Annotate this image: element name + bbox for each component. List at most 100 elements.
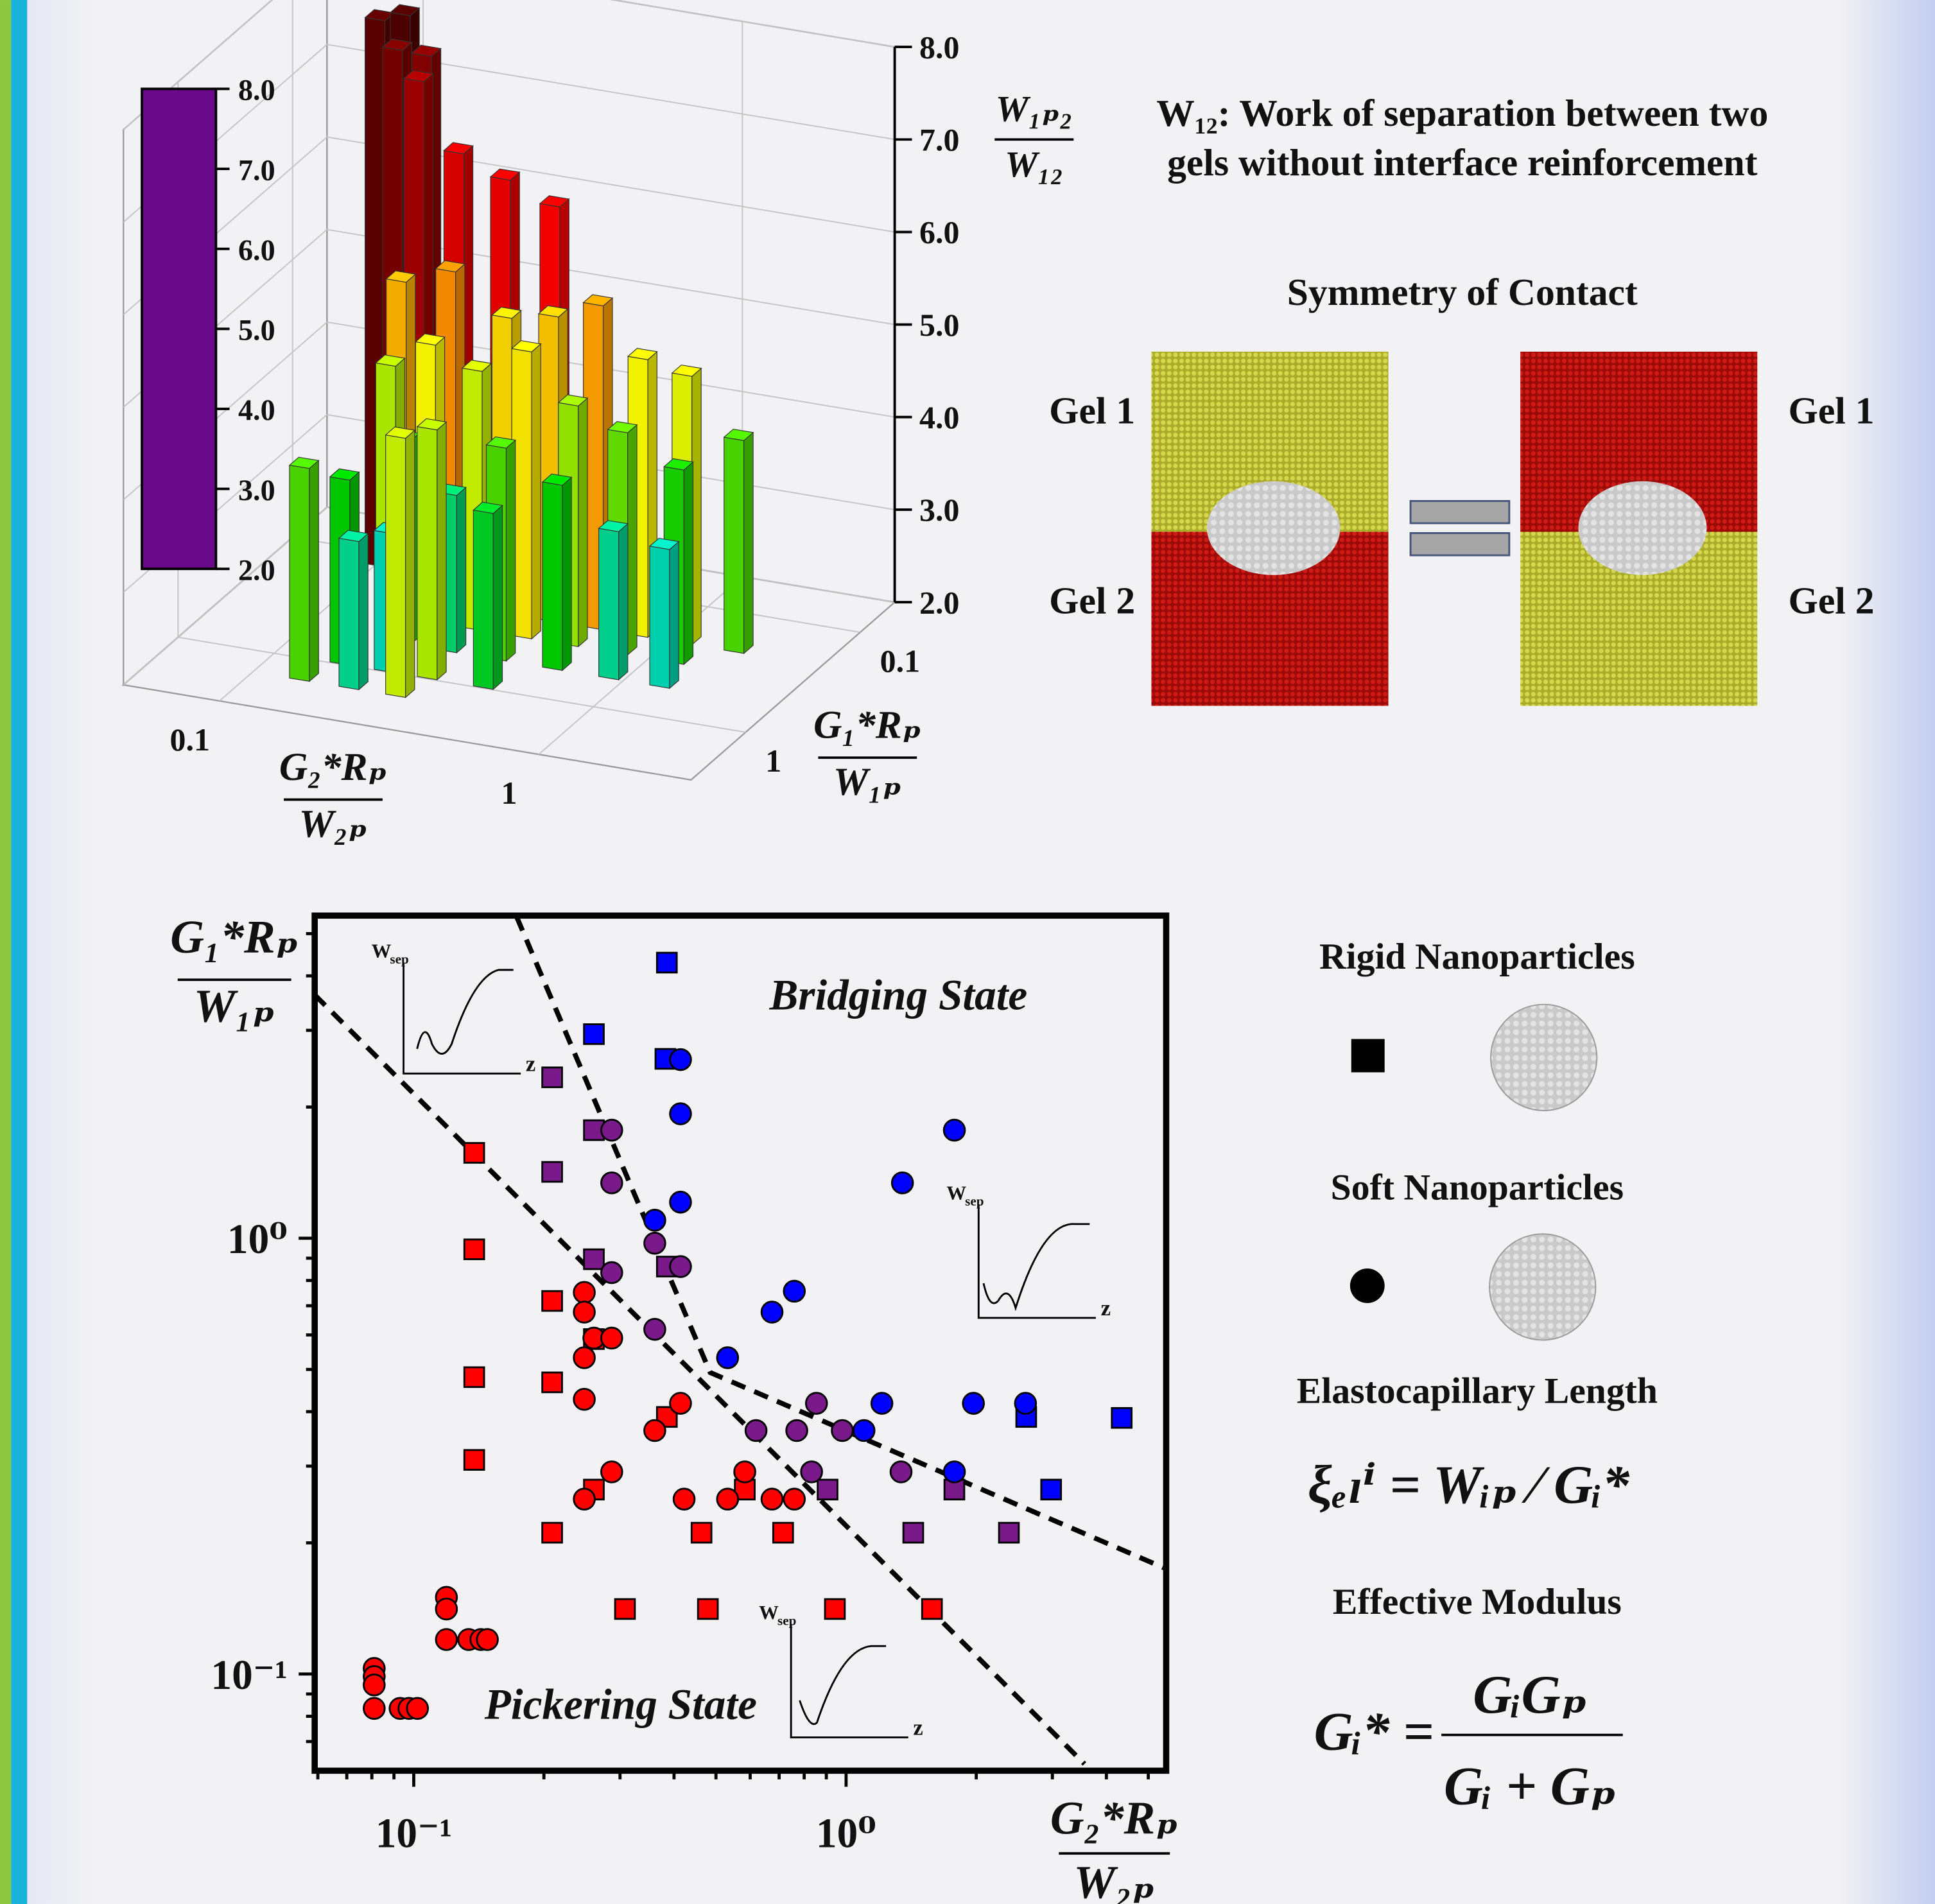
colorbar-tick-label: 4.0 (238, 394, 275, 426)
inset-y-label-sub: sep (390, 951, 408, 967)
bar (385, 426, 416, 698)
bar-top (473, 501, 503, 514)
inset-x-label: z (526, 1052, 535, 1076)
bar-top (338, 530, 369, 542)
marker-square (697, 1598, 719, 1620)
marker-circle (573, 1281, 596, 1304)
bar-side (358, 532, 369, 691)
marker-circle (643, 1231, 666, 1255)
z-tick-label: 7.0 (919, 122, 959, 158)
bar-side (627, 424, 638, 656)
bar-side (405, 429, 415, 698)
bar-side (578, 397, 588, 648)
axis-title-denominator: W₁₂ (1005, 144, 1063, 185)
legend-label: Rigid Nanoparticles (1319, 937, 1635, 977)
marker-square (817, 1478, 838, 1501)
bar-side (669, 541, 679, 689)
marker-square (1111, 1406, 1133, 1429)
border-stripe (11, 0, 28, 1904)
marker-square (902, 1521, 924, 1544)
marker-circle (783, 1279, 806, 1303)
bar-front (338, 537, 360, 691)
bar-front (473, 509, 494, 690)
marker-circle (669, 1048, 692, 1071)
marker-circle (573, 1487, 596, 1511)
marker-circle (600, 1171, 623, 1195)
colorbar-tick-label: 2.0 (238, 553, 275, 586)
axis-title-numerator: G₁*Rₚ (170, 911, 299, 963)
marker-circle (669, 1392, 692, 1415)
marker-square (921, 1598, 943, 1620)
marker-circle (643, 1419, 666, 1442)
axis-title-numerator: W₁ₚ₂ (996, 89, 1073, 129)
inset-curve (416, 969, 514, 1055)
marker-circle (435, 1597, 458, 1621)
formula-lhs: Gᵢ* = (1314, 1702, 1434, 1762)
bar-front (649, 546, 670, 689)
inset-y-label: W (946, 1182, 966, 1204)
marker-circle (573, 1388, 596, 1411)
marker-square (614, 1598, 636, 1620)
axis-title-denominator: W₂ₚ (299, 802, 368, 845)
gel-pair-right (1520, 351, 1758, 706)
marker-square (541, 1161, 563, 1183)
marker-square (541, 1371, 563, 1394)
marker-circle (600, 1118, 623, 1142)
marker-circle (783, 1487, 806, 1511)
inset-y-label: W (759, 1602, 779, 1623)
bar-top (403, 69, 434, 82)
inset-y-label: W (372, 940, 392, 962)
marker-circle (669, 1102, 692, 1125)
marker-circle (942, 1118, 966, 1142)
marker-circle (643, 1318, 666, 1341)
marker-square (772, 1521, 794, 1544)
bar-top (389, 4, 421, 17)
contact-title: Symmetry of Contact (1287, 271, 1638, 313)
marker-circle (733, 1460, 756, 1484)
bar-side (492, 505, 503, 691)
z-tick-label: 6.0 (919, 214, 959, 250)
gel-label: Gel 1 (1049, 389, 1135, 431)
plot-area (315, 915, 1167, 1766)
z-tick-label: 8.0 (919, 29, 959, 65)
marker-circle (476, 1628, 499, 1651)
bar-side (618, 523, 629, 681)
marker-circle (716, 1346, 740, 1369)
definition-line: W₁₂: Work of separation between two (1156, 92, 1768, 134)
marker-circle (1014, 1392, 1037, 1415)
formula-denominator: Gᵢ + Gₚ (1444, 1756, 1617, 1816)
marker-square (463, 1449, 485, 1471)
marker-square (1040, 1478, 1063, 1501)
bar-top (537, 305, 569, 318)
bar-top (485, 436, 517, 449)
y-tick-label: 10⁻¹ (211, 1652, 287, 1699)
gel-label: Gel 2 (1789, 579, 1875, 621)
definition-line: gels without interface reinforcement (1167, 141, 1757, 184)
bar (648, 537, 680, 689)
axis-title-denominator: W₂ₚ (1073, 1856, 1155, 1904)
marker-square (655, 951, 678, 974)
y-tick-label: 0.1 (880, 643, 920, 679)
bar-top (539, 195, 570, 207)
bar-top (541, 473, 573, 486)
soft-particle-image (1489, 1233, 1597, 1341)
marker-circle (962, 1392, 985, 1415)
z-tick-label: 5.0 (919, 307, 959, 343)
bar (416, 418, 447, 681)
bar-top (443, 142, 474, 155)
marker-circle (435, 1628, 458, 1651)
bar (338, 530, 369, 691)
marker-circle (669, 1255, 692, 1278)
z-tick-label: 3.0 (919, 492, 959, 528)
bar-top (461, 359, 492, 372)
legend-marker (1351, 1039, 1385, 1073)
bar-top (385, 270, 417, 283)
bar-top (410, 44, 442, 57)
marker-circle (831, 1419, 854, 1442)
marker-circle (600, 1261, 623, 1285)
bar (473, 501, 503, 691)
bar-top (671, 364, 702, 377)
